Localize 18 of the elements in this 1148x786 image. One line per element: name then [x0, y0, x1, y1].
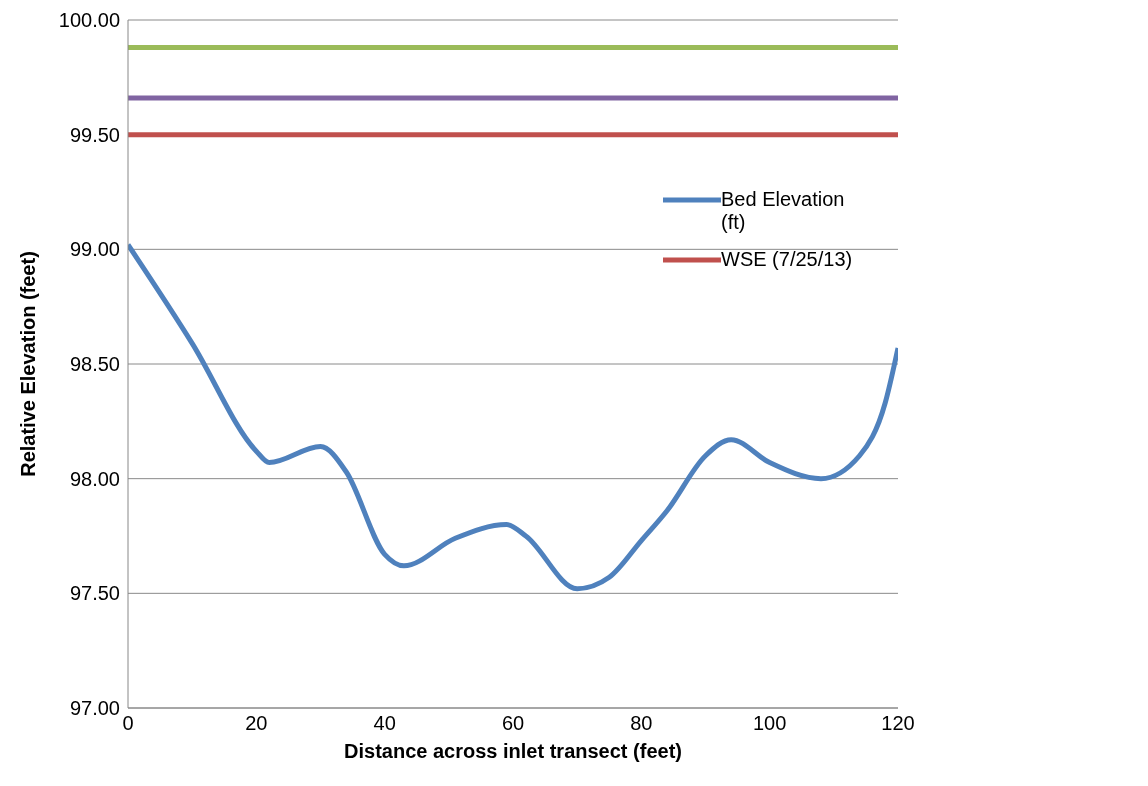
x-tick-label: 40 — [373, 712, 396, 735]
y-tick-label: 100.00 — [58, 9, 120, 32]
x-tick-label: 0 — [122, 712, 134, 735]
y-tick-label: 97.00 — [69, 697, 120, 720]
legend-label: Bed Elevation (ft) — [721, 188, 846, 234]
x-tick-label: 20 — [245, 712, 268, 735]
y-axis-title: Relative Elevation (feet) — [17, 251, 40, 477]
y-tick-label: 98.00 — [69, 467, 120, 490]
y-tick-label: 98.50 — [69, 353, 120, 376]
x-tick-label: 120 — [881, 712, 915, 735]
y-tick-label: 97.50 — [69, 582, 120, 605]
x-tick-label: 60 — [501, 712, 525, 735]
x-tick-label: 100 — [752, 712, 787, 735]
legend-label: WSE (7/25/13) — [721, 248, 854, 271]
y-tick-label: 99.50 — [69, 123, 120, 146]
x-tick-label: 80 — [630, 712, 653, 735]
x-axis-title: Distance across inlet transect (feet) — [344, 740, 682, 762]
y-tick-label: 99.00 — [69, 238, 120, 261]
